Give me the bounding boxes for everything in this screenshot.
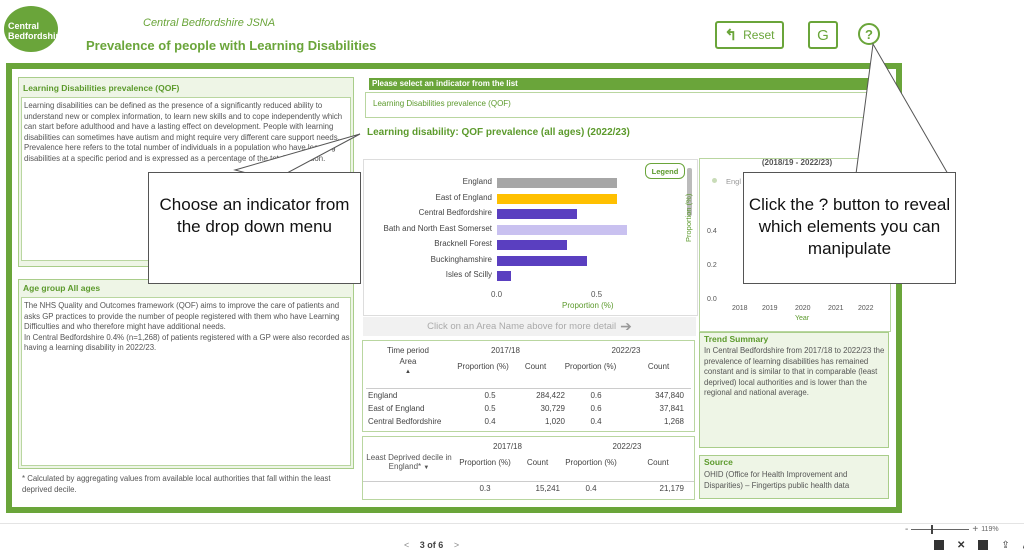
least-deprived-header[interactable]: Least Deprived decile in England* ▼ xyxy=(366,453,452,471)
g-button[interactable]: G xyxy=(808,21,838,49)
bar-category-label[interactable]: Central Bedfordshire xyxy=(418,208,492,217)
bar-chart-area xyxy=(363,159,698,316)
bar[interactable] xyxy=(497,209,577,219)
footer-divider xyxy=(0,523,1024,524)
proportion-header: Proportion (%) xyxy=(564,361,617,371)
year1-header: 2017/18 xyxy=(493,442,522,451)
count-header: Count xyxy=(647,457,669,467)
chart-scrollbar[interactable] xyxy=(687,168,692,216)
x-tick-label: 0.5 xyxy=(591,290,603,299)
help-button[interactable]: ? xyxy=(858,23,880,45)
x-tick-label: 2022 xyxy=(858,305,874,312)
bar-category-label[interactable]: England xyxy=(462,177,492,186)
age-group-text: The NHS Quality and Outcomes framework (… xyxy=(24,301,350,352)
source-text: OHID (Office for Health Improvement and … xyxy=(704,470,850,490)
x-tick-label: 2019 xyxy=(762,305,778,312)
trend-summary-panel: Trend Summary In Central Bedfordshire fr… xyxy=(699,332,889,448)
count-header: Count xyxy=(647,361,670,371)
table-row[interactable]: East of England 0.5 30,729 0.6 37,841 xyxy=(368,404,684,413)
bar[interactable] xyxy=(497,255,587,266)
year1-header: 2017/18 xyxy=(491,346,520,355)
x-tick-label: 2018 xyxy=(732,305,748,312)
bar-category-label[interactable]: East of England xyxy=(435,192,492,202)
table-row[interactable]: England 0.5 284,422 0.6 347,840 xyxy=(368,391,684,400)
year2-header: 2022/23 xyxy=(612,442,642,451)
page-label: 3 of 6 xyxy=(419,540,444,550)
year2-header: 2022/23 xyxy=(611,346,641,355)
trend-legend-label: Engl xyxy=(726,177,742,186)
age-group-panel: Age group All ages The NHS Quality and O… xyxy=(18,279,354,469)
linkedin-icon[interactable] xyxy=(978,540,989,550)
bar[interactable] xyxy=(497,271,511,281)
x-tick-label: 0.0 xyxy=(491,290,503,299)
indicator-description-title: Learning Disabilities prevalence (QOF) xyxy=(23,83,180,93)
undo-arrow-icon: ↰ xyxy=(724,27,738,44)
bar-category-label[interactable]: Buckinghamshire xyxy=(430,254,492,264)
indicator-description-text: Learning disabilities can be defined as … xyxy=(24,101,343,163)
zoom-control[interactable]: - + 119% xyxy=(905,524,999,535)
trend-x-axis-label: Year xyxy=(795,315,810,322)
right-callout-pointer xyxy=(855,42,949,175)
legend-dot-icon xyxy=(712,178,717,183)
source-panel: Source OHID (Office for Health Improveme… xyxy=(699,455,889,499)
help-button-callout: Click the ? button to reveal which eleme… xyxy=(743,172,956,284)
next-page-button[interactable]: > xyxy=(453,540,460,550)
bar-category-label[interactable]: Bracknell Forest xyxy=(434,239,492,248)
trend-summary-text: In Central Bedfordshire from 2017/18 to … xyxy=(704,346,885,397)
fullscreen-icon[interactable]: ⤢ xyxy=(1023,540,1024,551)
count-header: Count xyxy=(524,361,547,371)
y-tick-label: 0.2 xyxy=(707,262,717,269)
bar-category-label[interactable]: Bath and North East Somerset xyxy=(383,223,493,233)
trend-chart-title: (2018/19 - 2022/23) xyxy=(761,158,833,167)
proportion-header: Proportion (%) xyxy=(459,457,511,467)
share-icons: ✕ ⇪ ⤢ xyxy=(934,540,1024,551)
time-period-label: Time period xyxy=(387,346,429,355)
proportion-header: Proportion (%) xyxy=(565,457,617,467)
legend-button[interactable]: Legend xyxy=(645,163,685,179)
bar[interactable] xyxy=(497,178,617,188)
chart-title: Learning disability: QOF prevalence (all… xyxy=(367,127,630,138)
area-detail-hint: Click on an Area Name above for more det… xyxy=(363,317,696,336)
facebook-icon[interactable] xyxy=(934,540,944,550)
bar[interactable] xyxy=(497,193,617,204)
table-row[interactable]: Central Bedfordshire 0.4 1,020 0.4 1,268 xyxy=(368,417,684,426)
hint-text: Click on an Area Name above for more det… xyxy=(427,321,617,332)
x-axis-label: Proportion (%) xyxy=(562,301,614,310)
area-column-header[interactable]: Area ▲ xyxy=(399,357,417,375)
bar[interactable] xyxy=(497,240,567,250)
bar-category-label[interactable]: Isles of Scilly xyxy=(445,270,492,279)
page-title: Prevalence of people with Learning Disab… xyxy=(86,38,377,53)
site-name: Central Bedfordshire JSNA xyxy=(143,17,276,29)
logo-text: Central Bedfordshire xyxy=(8,21,65,41)
indicator-prompt: Please select an indicator from the list xyxy=(369,78,893,90)
trend-summary-title: Trend Summary xyxy=(704,334,769,344)
comparison-table: Time period 2017/18 2022/23 Area ▲ Propor… xyxy=(362,340,695,432)
age-group-title: Age group All ages xyxy=(23,283,101,293)
page-navigator: < 3 of 6 > xyxy=(404,540,459,550)
bar[interactable] xyxy=(497,224,627,235)
reset-label: Reset xyxy=(743,28,775,42)
deprivation-table: 2017/18 2022/23 Least Deprived decile in… xyxy=(362,436,695,500)
previous-page-button[interactable]: < xyxy=(404,540,410,550)
footnote: * Calculated by aggregating values from … xyxy=(22,474,331,494)
x-tick-label: 2020 xyxy=(795,305,811,312)
source-title: Source xyxy=(704,457,733,467)
share-icon[interactable]: ⇪ xyxy=(1001,540,1010,551)
central-bedfordshire-logo: Central Bedfordshire xyxy=(4,6,64,52)
twitter-icon[interactable]: ✕ xyxy=(957,540,966,551)
indicator-help-callout: Choose an indicator from the drop down m… xyxy=(148,172,361,284)
proportion-header: Proportion (%) xyxy=(457,361,509,371)
y-tick-label: 0.0 xyxy=(707,296,717,303)
table-row: 0.3 15,241 0.4 21,179 xyxy=(479,484,684,493)
right-arrow-icon: ➔ xyxy=(620,318,632,334)
reset-button[interactable]: ↰ Reset xyxy=(715,21,784,49)
x-tick-label: 2021 xyxy=(828,305,844,312)
y-tick-label: 0.4 xyxy=(707,228,717,235)
count-header: Count xyxy=(526,457,549,467)
zoom-level: 119% xyxy=(981,526,999,533)
